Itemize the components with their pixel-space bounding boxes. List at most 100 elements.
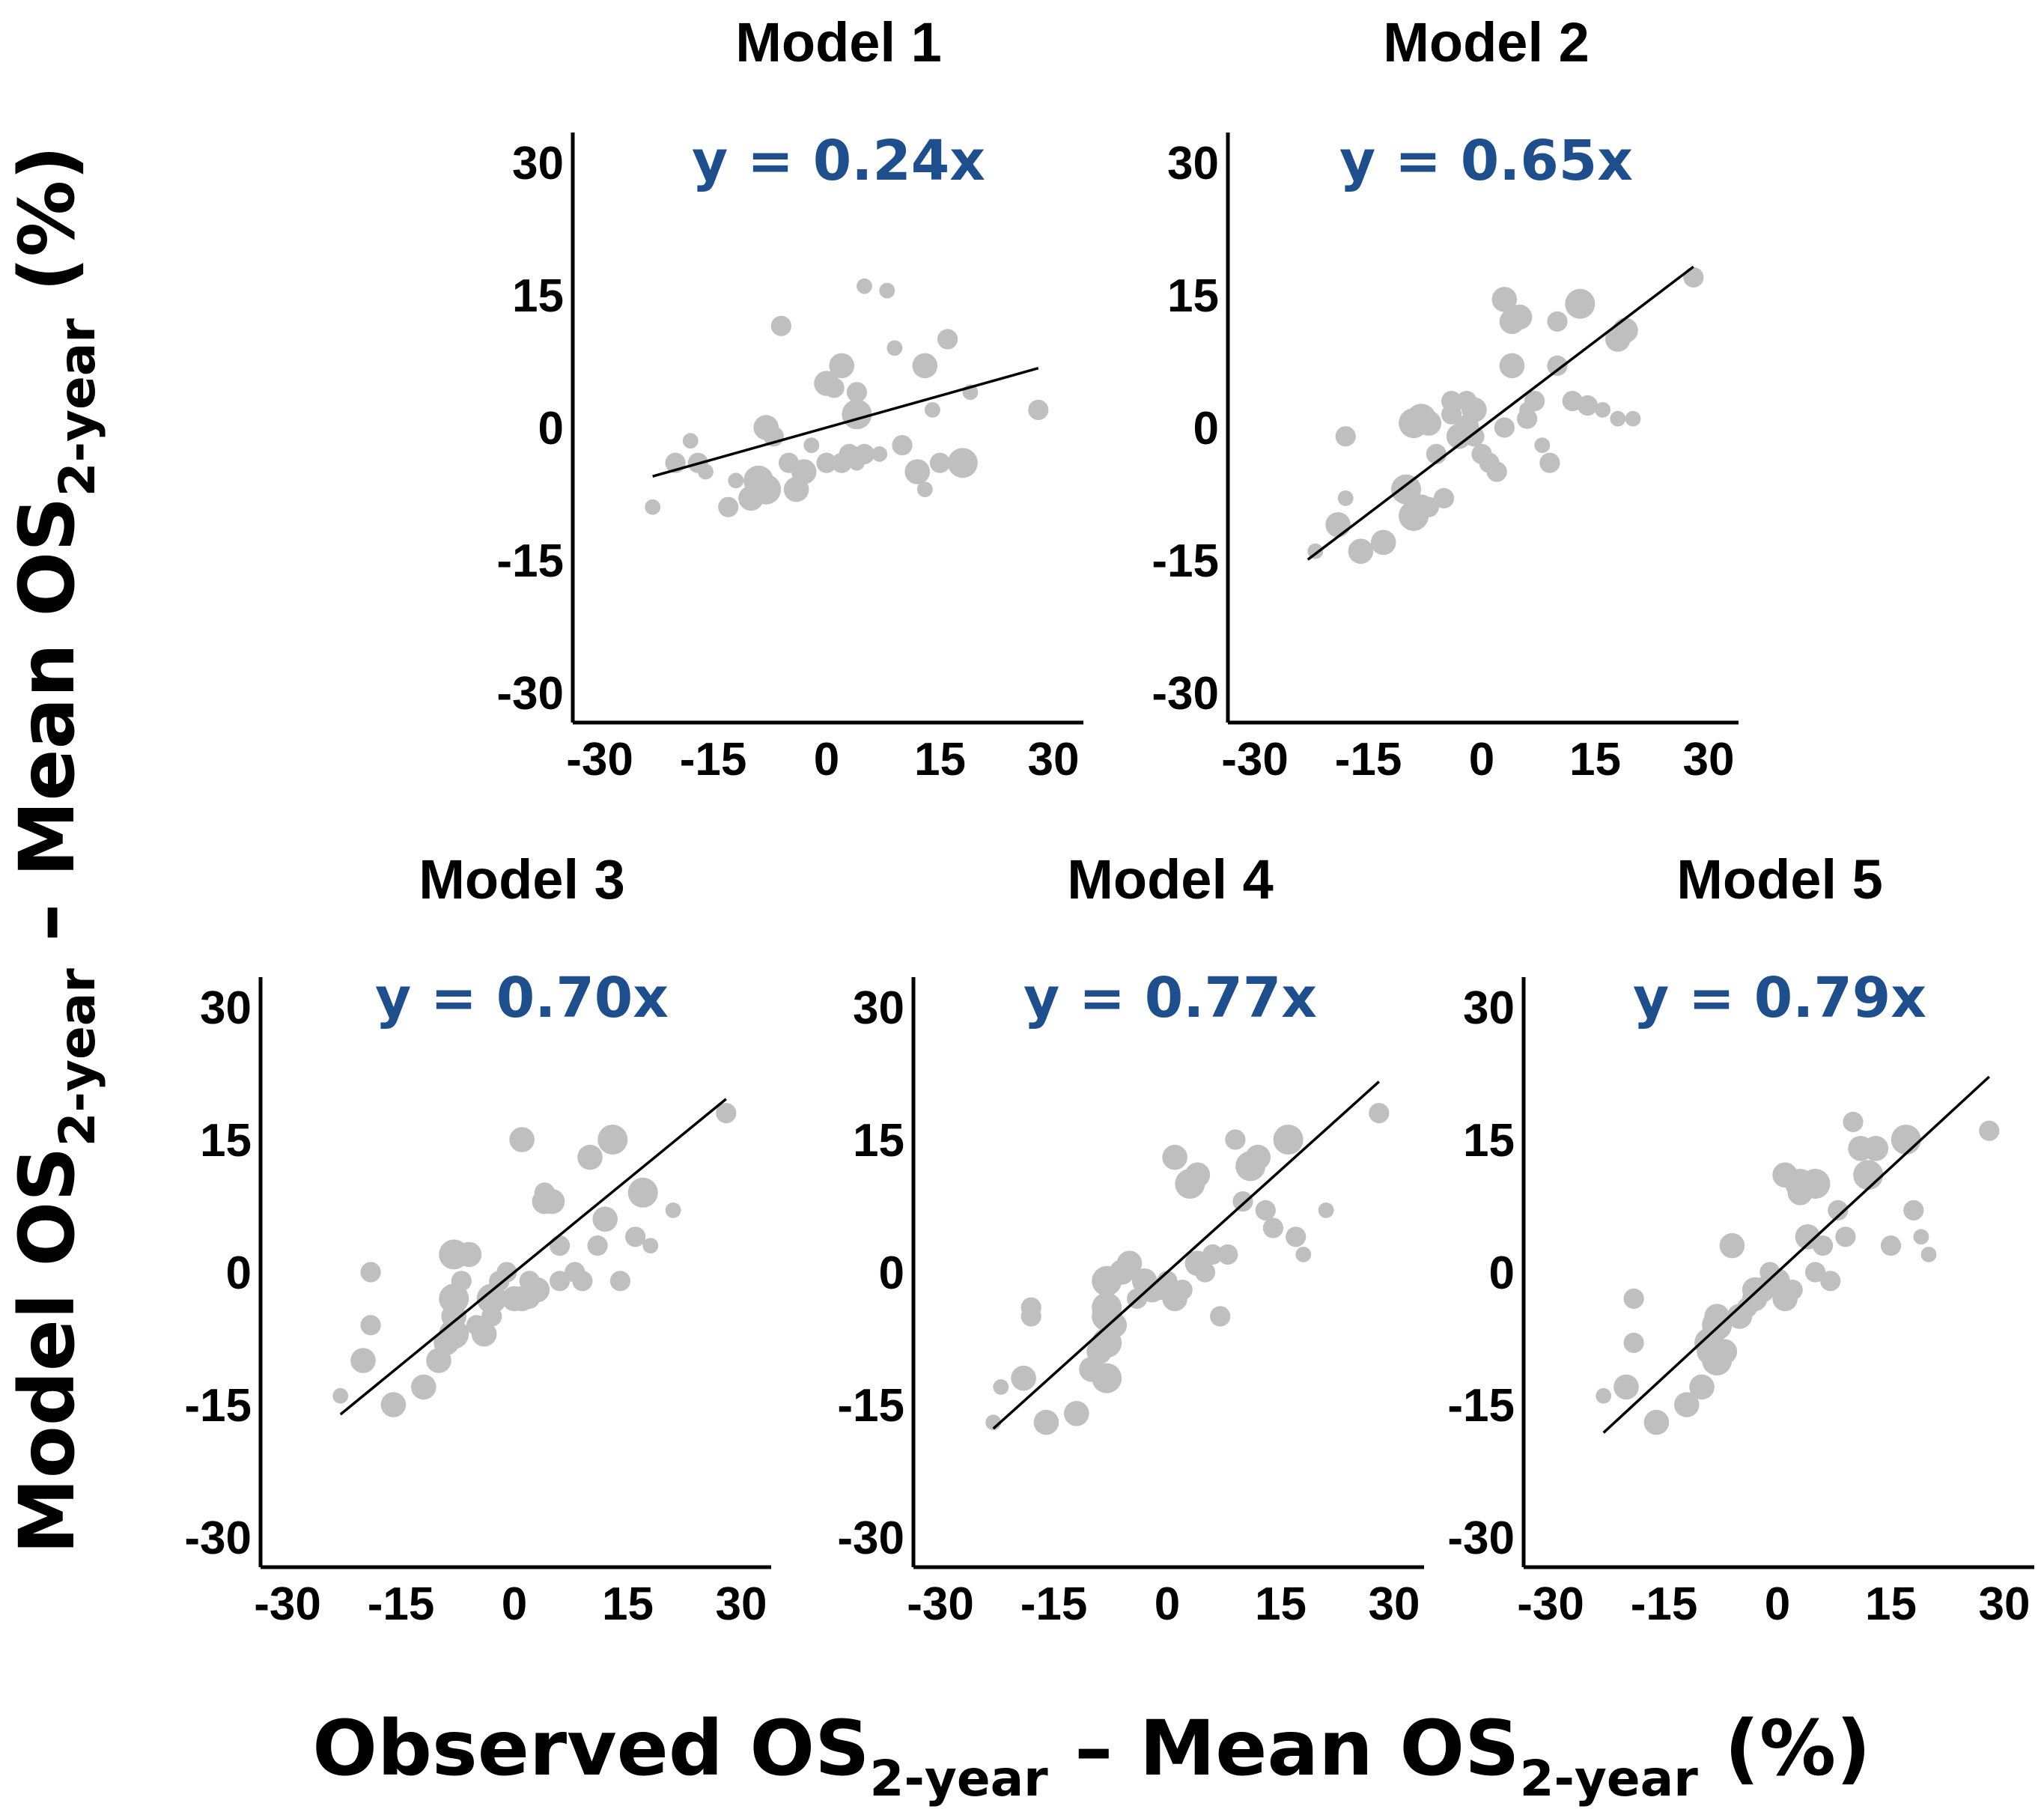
data-point — [1800, 1169, 1831, 1199]
data-point — [1210, 1306, 1231, 1327]
data-point — [716, 1103, 737, 1124]
data-point — [380, 1392, 407, 1417]
data-point — [665, 1203, 681, 1218]
data-point — [751, 474, 782, 505]
data-point — [471, 1321, 497, 1347]
data-point — [854, 443, 875, 465]
data-point — [592, 1206, 618, 1232]
panel-model-5: Model 5 y = 0.79x 30 15 0 -15 -30-30 -15 0 15 30 — [1447, 848, 2034, 1630]
data-point — [718, 496, 739, 517]
data-point — [1391, 474, 1421, 505]
y-tick-label: -30 — [496, 668, 564, 720]
x-tick-label: 15 — [602, 1578, 654, 1630]
y-tick-label: -30 — [184, 1513, 252, 1564]
data-point — [937, 329, 958, 350]
regression-line — [992, 1080, 1380, 1430]
y-tick-label: 30 — [1463, 982, 1515, 1034]
data-point — [947, 448, 978, 478]
data-point — [539, 1188, 565, 1214]
data-point — [925, 402, 940, 418]
data-point — [912, 353, 938, 379]
data-point — [803, 437, 820, 453]
data-point — [1689, 1374, 1715, 1400]
data-point — [625, 1226, 646, 1247]
data-point — [439, 1283, 469, 1314]
y-tick-label: 0 — [879, 1247, 904, 1299]
data-point — [1028, 399, 1049, 421]
data-point — [1202, 1244, 1223, 1265]
x-tick-label: 0 — [1155, 1578, 1180, 1630]
data-point — [1623, 1288, 1644, 1309]
data-point — [1494, 417, 1515, 438]
data-point — [1486, 461, 1507, 482]
data-point — [1370, 529, 1396, 556]
data-point — [451, 1271, 472, 1292]
x-tick-label: -30 — [907, 1578, 974, 1630]
x-tick-label: 15 — [914, 734, 966, 785]
panel-model-3: Model 3 y = 0.70x 30 15 0 -15 -30-30 -15 0 15 30 — [184, 848, 771, 1630]
y-tick-label: -15 — [1447, 1380, 1515, 1432]
data-point — [728, 472, 744, 489]
data-point — [360, 1262, 381, 1283]
data-point — [1610, 410, 1626, 427]
panel-title: Model 2 — [1383, 11, 1589, 73]
y-tick-label: 15 — [200, 1115, 252, 1167]
data-point — [929, 452, 951, 473]
data-point — [1534, 437, 1551, 453]
data-point — [886, 340, 903, 356]
y-tick-label: 30 — [1167, 138, 1219, 189]
y-tick-label: -15 — [184, 1380, 252, 1432]
data-point — [609, 1271, 631, 1292]
data-point — [1625, 410, 1641, 427]
data-point — [496, 1262, 517, 1283]
data-point — [642, 1238, 659, 1253]
data-point — [572, 1271, 593, 1292]
data-point — [1491, 287, 1518, 312]
y-tick-label: 30 — [200, 982, 252, 1034]
x-tick-label: 15 — [1255, 1578, 1307, 1630]
x-tick-label: 30 — [1979, 1578, 2031, 1630]
x-tick-label: -30 — [1517, 1578, 1584, 1630]
y-tick-label: -15 — [1152, 535, 1219, 587]
y-axis-title: Model OS2-year – Mean OS2-year (%) — [3, 145, 106, 1554]
data-point — [993, 1379, 1009, 1395]
data-point — [1225, 1129, 1246, 1150]
data-point — [1064, 1401, 1089, 1426]
panel-model-2: Model 2 y = 0.65x 30 15 0 -15 -30-30 -15 0 15 30 — [1152, 11, 1739, 785]
panel-title: Model 1 — [735, 11, 941, 73]
regression-line — [652, 367, 1039, 478]
data-point — [1539, 452, 1560, 473]
data-point — [1804, 1262, 1826, 1283]
data-point — [1820, 1271, 1841, 1292]
data-point — [1719, 1232, 1745, 1259]
data-point — [1337, 490, 1354, 506]
data-point — [1547, 355, 1568, 376]
regression-equation: y = 0.65x — [1339, 129, 1633, 193]
data-point — [682, 433, 699, 449]
data-point — [1913, 1229, 1929, 1245]
data-point — [1863, 1136, 1889, 1161]
data-point — [550, 1271, 571, 1292]
data-point — [842, 399, 872, 430]
data-point — [1979, 1120, 2000, 1141]
data-point — [1623, 1332, 1644, 1353]
data-point — [1307, 543, 1324, 559]
y-tick-label: 0 — [226, 1247, 252, 1299]
data-point — [1843, 1111, 1864, 1132]
data-point — [1782, 1280, 1803, 1301]
data-point — [550, 1235, 571, 1256]
data-point — [1273, 1125, 1304, 1155]
data-point — [916, 481, 933, 497]
y-tick-label: 15 — [1463, 1115, 1515, 1167]
data-point — [456, 1241, 482, 1268]
y-tick-label: 30 — [853, 982, 904, 1034]
data-point — [857, 278, 872, 294]
x-tick-label: 30 — [1369, 1578, 1420, 1630]
regression-line — [1307, 265, 1694, 561]
x-tick-label: -30 — [566, 734, 633, 785]
regression-equation: y = 0.70x — [375, 966, 669, 1030]
data-point — [1433, 487, 1455, 509]
y-tick-label: 30 — [512, 138, 564, 189]
data-point — [350, 1348, 376, 1373]
